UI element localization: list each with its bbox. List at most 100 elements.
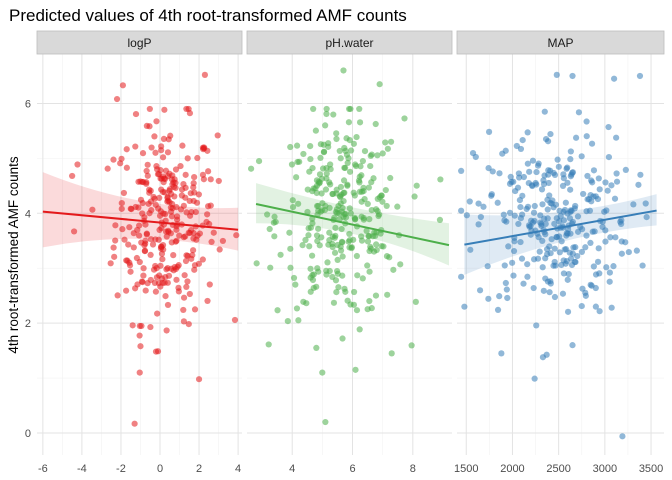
data-point [475, 200, 482, 207]
data-point [319, 369, 326, 376]
data-point [363, 227, 370, 234]
data-point [330, 111, 337, 118]
facet-strip-label: pH.water [325, 36, 373, 50]
x-tick-label: 4 [235, 463, 241, 475]
data-point [152, 348, 160, 355]
data-point [132, 110, 140, 118]
data-point [353, 133, 360, 141]
data-point [570, 244, 577, 251]
data-point [188, 255, 195, 262]
data-point [354, 272, 361, 279]
data-point [458, 273, 465, 280]
data-point [107, 260, 114, 267]
data-point [195, 191, 202, 198]
data-point [307, 274, 314, 281]
data-point [300, 150, 307, 158]
data-point [356, 105, 363, 113]
data-point [287, 264, 294, 271]
data-point [372, 120, 379, 128]
data-point [289, 197, 296, 204]
data-point [208, 238, 215, 245]
data-point [549, 197, 556, 204]
data-point [346, 237, 353, 244]
data-point [568, 207, 575, 214]
data-point [340, 67, 347, 74]
data-point [112, 237, 119, 244]
data-point [610, 263, 617, 270]
data-point [155, 170, 163, 178]
data-point [387, 174, 394, 182]
data-point [484, 263, 491, 270]
data-point [322, 186, 330, 193]
data-point [347, 147, 355, 154]
data-point [527, 223, 534, 230]
data-point [304, 208, 311, 216]
data-point [138, 322, 145, 330]
data-point [551, 220, 558, 227]
data-point [379, 198, 386, 205]
data-point [191, 173, 198, 181]
data-point [531, 202, 538, 210]
data-point [346, 205, 353, 212]
data-point [184, 155, 191, 162]
x-tick-label: 4 [289, 463, 295, 475]
data-point [551, 293, 559, 301]
data-point [300, 298, 307, 305]
data-point [338, 225, 345, 233]
data-point [344, 182, 351, 189]
data-point [183, 209, 190, 216]
data-point [293, 142, 301, 149]
data-point [359, 157, 366, 165]
data-point [611, 195, 619, 202]
data-point [563, 258, 570, 265]
data-point [524, 261, 531, 268]
data-point [205, 203, 212, 210]
data-point [537, 212, 544, 219]
data-point [136, 369, 143, 376]
data-point [175, 284, 182, 291]
data-point [542, 255, 549, 262]
data-point [619, 433, 626, 440]
data-point [163, 233, 170, 240]
data-point [594, 195, 602, 203]
data-point [180, 306, 187, 314]
data-point [469, 150, 477, 157]
data-point [161, 106, 168, 113]
data-point [582, 292, 589, 299]
data-point [590, 263, 597, 270]
data-point [337, 243, 344, 250]
data-point [324, 259, 331, 266]
data-point [183, 252, 190, 259]
data-point [346, 244, 353, 251]
x-tick-label: 0 [157, 463, 163, 475]
data-point [569, 72, 576, 80]
data-point [110, 156, 117, 163]
data-point [601, 208, 608, 215]
data-point [514, 184, 522, 191]
data-point [290, 274, 298, 282]
data-point [173, 237, 180, 244]
data-point [153, 163, 160, 170]
data-point [172, 166, 180, 173]
data-point [356, 173, 363, 180]
data-point [266, 225, 273, 233]
data-point [401, 115, 408, 122]
data-point [132, 143, 139, 150]
x-tick-label: 2 [196, 463, 202, 475]
data-point [335, 284, 342, 291]
data-point [120, 189, 127, 197]
data-point [315, 202, 322, 210]
data-point [383, 253, 391, 260]
data-point [306, 243, 313, 250]
data-point [149, 241, 157, 248]
data-point [339, 272, 346, 279]
data-point [164, 193, 171, 200]
data-point [517, 203, 524, 211]
data-point [347, 210, 354, 217]
data-point [485, 295, 492, 302]
data-point [541, 108, 548, 115]
data-point [643, 213, 650, 221]
x-tick-label: -6 [38, 463, 48, 475]
data-point [126, 259, 133, 266]
data-point [216, 246, 223, 253]
